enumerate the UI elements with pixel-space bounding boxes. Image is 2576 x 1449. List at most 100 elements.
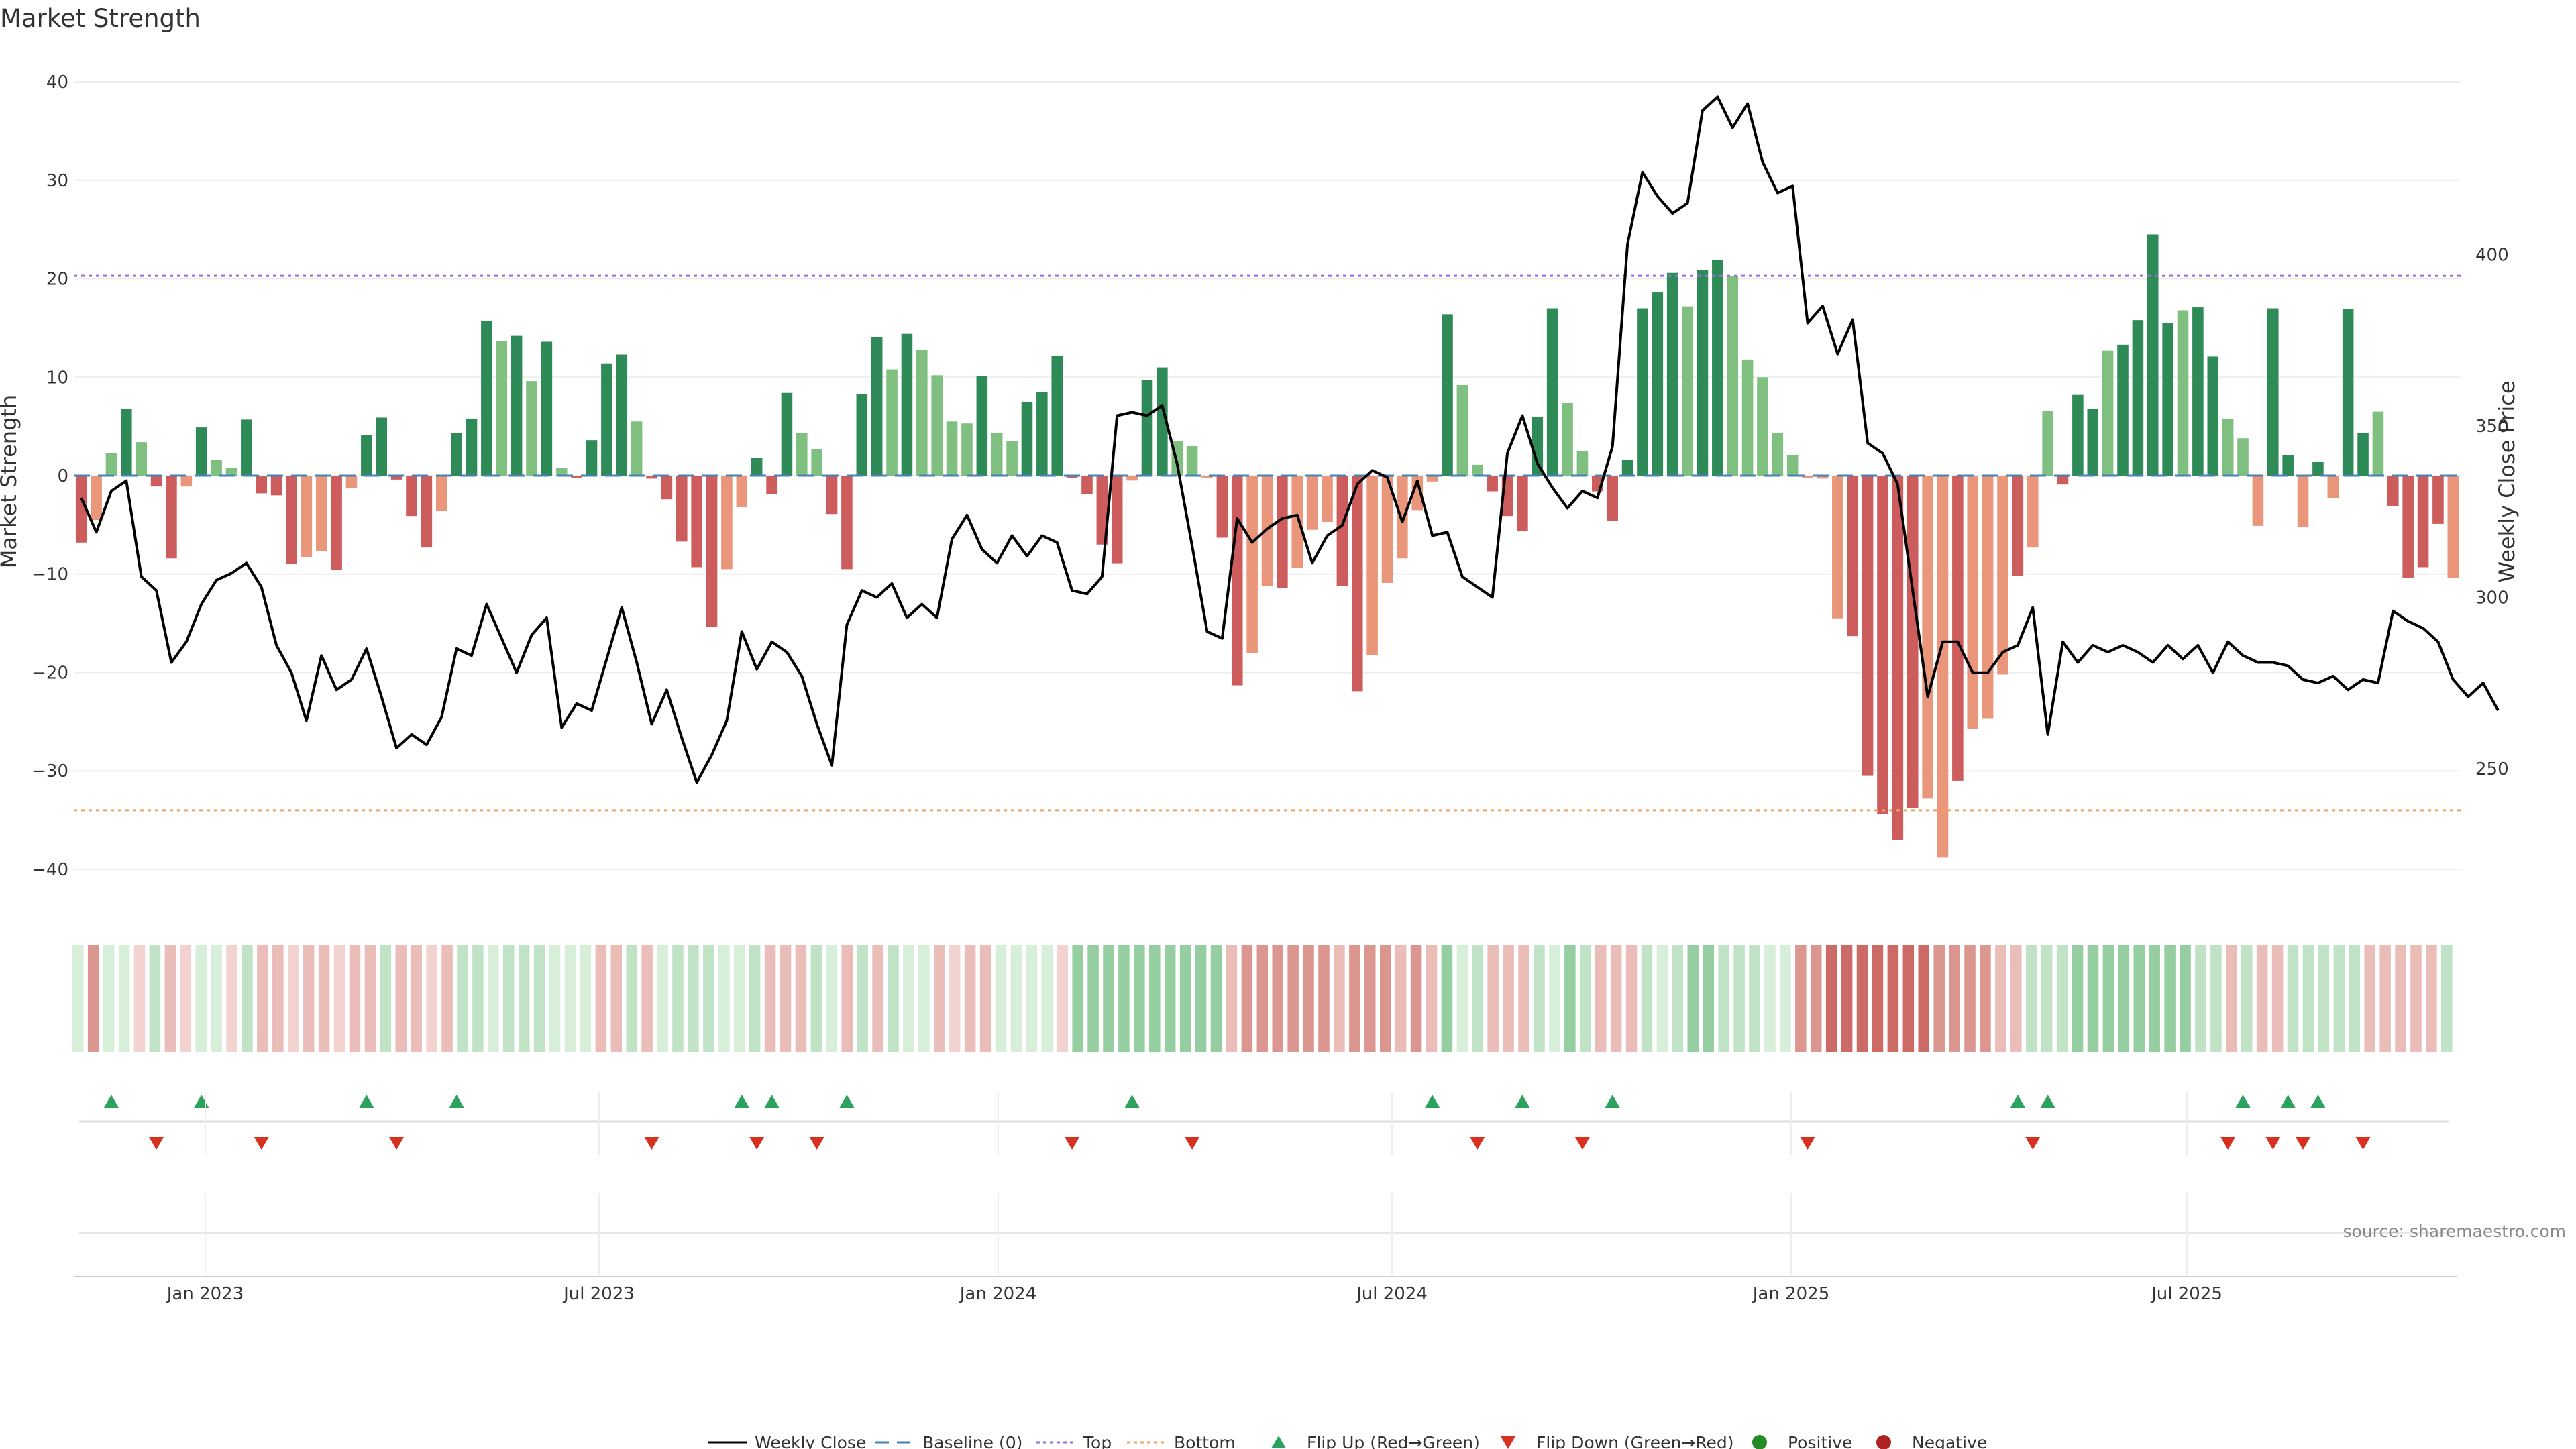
heatmap-cell <box>857 945 868 1052</box>
heatmap-cell <box>349 945 361 1052</box>
strength-bar <box>1666 272 1678 476</box>
heatmap-cell <box>1395 945 1407 1052</box>
strength-bar <box>1201 476 1213 478</box>
heatmap-cell <box>1703 945 1714 1052</box>
strength-bar <box>1231 476 1243 686</box>
y-left-tick-label: −10 <box>32 565 68 585</box>
heatmap-cell <box>2287 945 2299 1052</box>
strength-bar <box>1411 476 1424 511</box>
heatmap-cell <box>2164 945 2176 1052</box>
heatmap-cell <box>795 945 807 1052</box>
heatmap-cell <box>2087 945 2099 1052</box>
strength-bar <box>105 453 117 476</box>
legend-label: Top <box>1083 1433 1112 1449</box>
heatmap-cell <box>2056 945 2068 1052</box>
y-right-tick-label: 400 <box>2475 245 2509 265</box>
strength-bar <box>571 476 582 478</box>
strength-bar <box>1517 476 1528 531</box>
heatmap-cell <box>411 945 422 1052</box>
strength-bar <box>435 476 447 511</box>
strength-bar <box>2087 409 2099 476</box>
strength-bar <box>1892 476 1904 840</box>
heatmap-cell <box>118 945 130 1052</box>
y-right-tick-label: 250 <box>2475 759 2509 780</box>
heatmap-cell <box>1780 945 1791 1052</box>
heatmap-cell <box>318 945 330 1052</box>
strength-bar <box>1096 476 1108 545</box>
legend-label: Flip Up (Red→Green) <box>1307 1433 1480 1449</box>
heatmap-cell <box>1672 945 1684 1052</box>
strength-bar <box>1291 476 1303 568</box>
strength-bar <box>91 476 102 521</box>
heatmap-cell <box>2102 945 2114 1052</box>
heatmap-cell <box>1503 945 1514 1052</box>
flip-down-marker <box>2355 1137 2371 1150</box>
y-left-tick-label: 20 <box>46 270 68 290</box>
y-right-tick-label: 350 <box>2475 417 2509 437</box>
strength-bar <box>166 476 177 559</box>
strength-bar <box>1712 260 1723 476</box>
x-tick-label: Jan 2025 <box>1752 1284 1830 1304</box>
flip-up-marker <box>2010 1095 2025 1108</box>
strength-bar <box>345 476 358 489</box>
strength-bar <box>1426 476 1438 482</box>
strength-bar <box>1862 476 1874 776</box>
price-line-layer <box>80 95 2500 784</box>
strength-bar <box>1036 392 1048 476</box>
strength-bar <box>2162 323 2174 476</box>
strength-bar <box>1126 476 1138 481</box>
heatmap-cell <box>164 945 176 1052</box>
strength-bar <box>1727 276 1738 476</box>
heatmap-cell <box>903 945 914 1052</box>
strength-bar <box>736 476 748 507</box>
heatmap-cell <box>733 945 745 1052</box>
heatmap-cell <box>1287 945 1299 1052</box>
flip-up-marker <box>764 1095 780 1108</box>
heatmap-cell <box>964 945 976 1052</box>
legend-swatch <box>1271 1436 1286 1448</box>
heatmap-cell <box>641 945 653 1052</box>
heatmap-cell <box>2318 945 2330 1052</box>
strength-bar <box>121 409 132 476</box>
strength-bar <box>376 417 388 476</box>
strength-bar <box>586 440 598 476</box>
strength-bar <box>1772 433 1784 476</box>
heatmap-cell <box>810 945 822 1052</box>
strength-bar <box>706 476 718 627</box>
strength-bar <box>766 476 777 494</box>
strength-bar <box>1141 380 1153 476</box>
x-tick-label: Jan 2024 <box>959 1284 1037 1304</box>
strength-bar <box>2372 411 2384 476</box>
strength-bar <box>2417 476 2429 568</box>
strength-bar <box>1741 359 1754 476</box>
strength-bar <box>1157 367 1168 476</box>
heatmap-cell <box>626 945 637 1052</box>
heatmap-cell <box>1610 945 1622 1052</box>
x-axis: Jan 2023 Jul 2023 Jan 2024 Jul 2024 Jan 2025… <box>74 1092 2457 1304</box>
flip-up-marker <box>1515 1095 1530 1108</box>
strength-bar <box>2132 320 2144 476</box>
strength-bars <box>75 234 2459 858</box>
heatmap-cell <box>1625 945 1638 1052</box>
strength-bar <box>2027 476 2039 548</box>
heatmap-cell <box>2133 945 2145 1052</box>
strength-bar <box>1397 476 1408 559</box>
strength-bar <box>195 427 207 476</box>
strength-bar <box>2447 476 2459 578</box>
strength-bar <box>1817 476 1829 479</box>
flip-up-marker <box>194 1095 209 1108</box>
heatmap-cell <box>764 945 776 1052</box>
heatmap-cell <box>995 945 1007 1052</box>
strength-bar <box>2282 455 2294 476</box>
strength-bar <box>150 476 162 487</box>
heatmap-cell <box>1687 945 1699 1052</box>
strength-bar <box>481 321 492 476</box>
strength-bar <box>901 333 913 476</box>
heatmap-cell <box>1379 945 1391 1052</box>
flip-up-marker <box>2040 1095 2055 1108</box>
strength-bar <box>301 476 313 557</box>
x-tick-label: Jul 2025 <box>2150 1284 2222 1304</box>
flip-down-marker <box>1800 1137 1815 1150</box>
strength-bar <box>991 433 1003 476</box>
strength-bar <box>286 476 297 565</box>
